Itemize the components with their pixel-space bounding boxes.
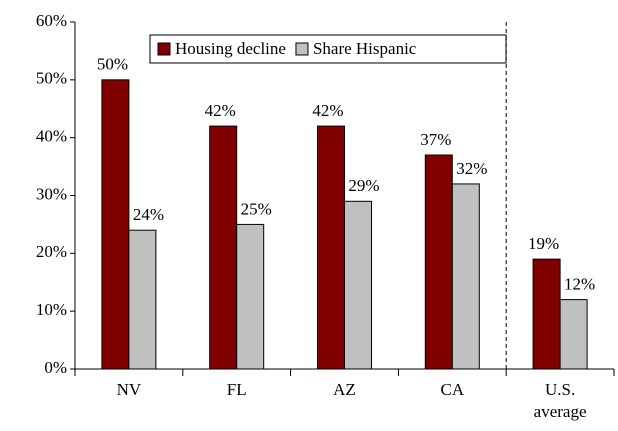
bar: [451, 183, 480, 370]
data-label: 29%: [348, 176, 379, 195]
bar: [559, 299, 588, 370]
bar: [236, 223, 265, 370]
y-tick-label: 0%: [44, 358, 67, 377]
bar: [344, 200, 372, 370]
bar: [128, 229, 157, 370]
legend-swatch: [157, 42, 171, 56]
data-label: 32%: [456, 159, 487, 178]
x-tick-label: U.S. average: [534, 380, 587, 421]
data-label: 50%: [97, 55, 128, 74]
x-tick-label: AZ: [333, 380, 356, 399]
legend-swatch: [295, 42, 309, 56]
data-label: 37%: [420, 130, 451, 149]
x-tick-label: NV: [117, 380, 142, 399]
bar: [101, 79, 130, 370]
bar: [424, 154, 453, 370]
bar: [209, 125, 238, 370]
data-label: 42%: [205, 101, 236, 120]
y-tick-label: 50%: [36, 69, 67, 88]
y-tick-label: 30%: [36, 184, 67, 203]
data-label: 19%: [528, 234, 559, 253]
data-label: 12%: [564, 275, 595, 294]
data-label: 42%: [312, 101, 343, 120]
bar: [532, 258, 561, 370]
y-tick-label: 10%: [36, 300, 67, 319]
y-tick-label: 60%: [36, 11, 67, 30]
legend-label: Share Hispanic: [313, 39, 417, 58]
data-label: 25%: [241, 199, 272, 218]
y-tick-label: 40%: [36, 127, 67, 146]
data-label: 24%: [133, 205, 164, 224]
legend-label: Housing decline: [175, 39, 286, 58]
y-tick-label: 20%: [36, 242, 67, 261]
legend-box: [149, 34, 507, 64]
x-tick-label: FL: [227, 380, 247, 399]
bar: [317, 125, 345, 370]
x-tick-label: CA: [440, 380, 464, 399]
